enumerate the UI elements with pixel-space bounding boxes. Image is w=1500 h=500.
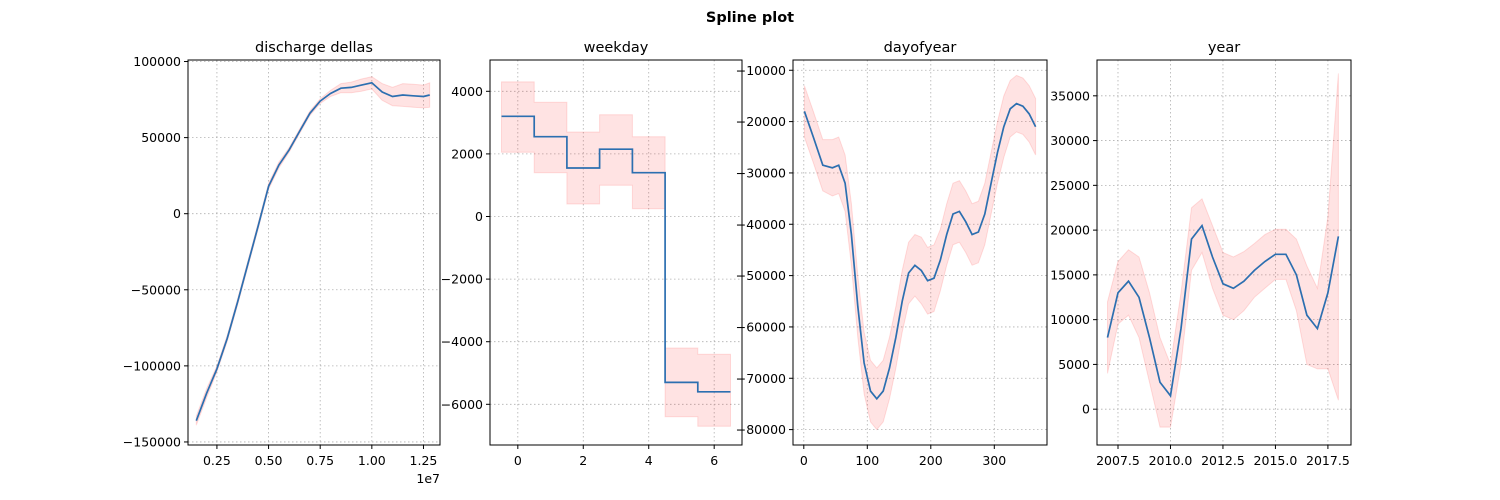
x-offset-label: 1e7 [416, 471, 440, 486]
x-tick-label: 0 [800, 453, 808, 468]
x-tick-label: 6 [710, 453, 718, 468]
grid [188, 60, 440, 445]
y-tick-label: −4000 [441, 334, 483, 349]
y-tick-label: 4000 [451, 84, 483, 99]
x-tick-label: 1.00 [358, 453, 386, 468]
y-tick-label: 50000 [141, 130, 181, 145]
grid [793, 60, 1047, 445]
y-tick-label: 5000 [1058, 357, 1090, 372]
grid [1097, 60, 1351, 445]
y-tick-label: 25000 [1050, 178, 1090, 193]
y-tick-label: −50000 [131, 282, 181, 297]
y-tick-label: −100000 [123, 358, 181, 373]
y-tick-label: 0 [1082, 402, 1090, 417]
x-tick-label: 300 [982, 453, 1006, 468]
x-tick-label: 2010.0 [1149, 453, 1193, 468]
spline-line [803, 102, 1037, 401]
x-tick-label: 0.75 [306, 453, 334, 468]
y-tick-label: −40000 [736, 217, 786, 232]
grid [490, 60, 742, 445]
axes-frame [489, 59, 743, 446]
y-tick-label: 2000 [451, 146, 483, 161]
y-tick-label: −60000 [736, 319, 786, 334]
x-tick-label: 2015.0 [1254, 453, 1298, 468]
x-tick-label: 2 [579, 453, 587, 468]
y-tick-label: 20000 [1050, 223, 1090, 238]
x-tick-label: 2012.5 [1201, 453, 1245, 468]
spline-line [1106, 223, 1340, 398]
y-tick-label: 15000 [1050, 267, 1090, 282]
figure-title: Spline plot [706, 10, 794, 26]
y-tick-label: −30000 [736, 165, 786, 180]
x-tick-label: 1.25 [410, 453, 438, 468]
y-tick-label: −150000 [123, 434, 181, 449]
subplot-2: 0 100 200 300 −80000 −70000 −60000 −50000 −40000… [736, 40, 1048, 468]
subplot-title: weekday [584, 40, 649, 56]
y-tick-label: −70000 [736, 371, 786, 386]
spline-line [501, 115, 731, 393]
y-tick-label: −10000 [736, 63, 786, 78]
x-tick-label: 2007.5 [1096, 453, 1140, 468]
subplot-title: discharge dellas [255, 40, 373, 56]
y-tick-label: −6000 [441, 397, 483, 412]
x-tick-label: 4 [645, 453, 653, 468]
subplot-3: 2007.5 2010.0 2012.5 2015.0 2017.5 0 5000 10000… [1050, 40, 1352, 468]
y-tick-label: 0 [475, 209, 483, 224]
y-tick-label: −2000 [441, 272, 483, 287]
y-tick-label: 30000 [1050, 133, 1090, 148]
subplot-title: year [1208, 40, 1240, 56]
spline-line [195, 81, 430, 421]
y-tick-label: −50000 [736, 268, 786, 283]
confidence-band [1107, 73, 1339, 428]
y-tick-label: 35000 [1050, 88, 1090, 103]
confidence-band [195, 76, 431, 426]
y-tick-label: 100000 [133, 54, 181, 69]
axes-frame [187, 59, 441, 446]
x-tick-label: 0 [514, 453, 522, 468]
x-tick-label: 0.25 [203, 453, 231, 468]
y-tick-label: 0 [173, 206, 181, 221]
subplot-1: 0 2 4 6 −6000 −4000 −2000 0 2000 4000 weekday [441, 40, 743, 468]
axes-frame [792, 59, 1048, 446]
axes-frame [1096, 59, 1352, 446]
subplot-title: dayofyear [884, 40, 957, 56]
y-tick-label: −80000 [736, 422, 786, 437]
confidence-band [803, 74, 1037, 431]
subplot-0: 0.25 0.50 0.75 1.00 1.25 −150000 −100000 −50000… [123, 40, 441, 486]
y-tick-label: 10000 [1050, 312, 1090, 327]
x-tick-label: 200 [919, 453, 943, 468]
confidence-band [501, 81, 731, 427]
x-tick-label: 2017.5 [1306, 453, 1350, 468]
y-tick-label: −20000 [736, 114, 786, 129]
x-tick-label: 0.50 [255, 453, 283, 468]
panels: 0.25 0.50 0.75 1.00 1.25−150000−100000−50000… [123, 40, 1352, 486]
x-tick-label: 100 [855, 453, 879, 468]
